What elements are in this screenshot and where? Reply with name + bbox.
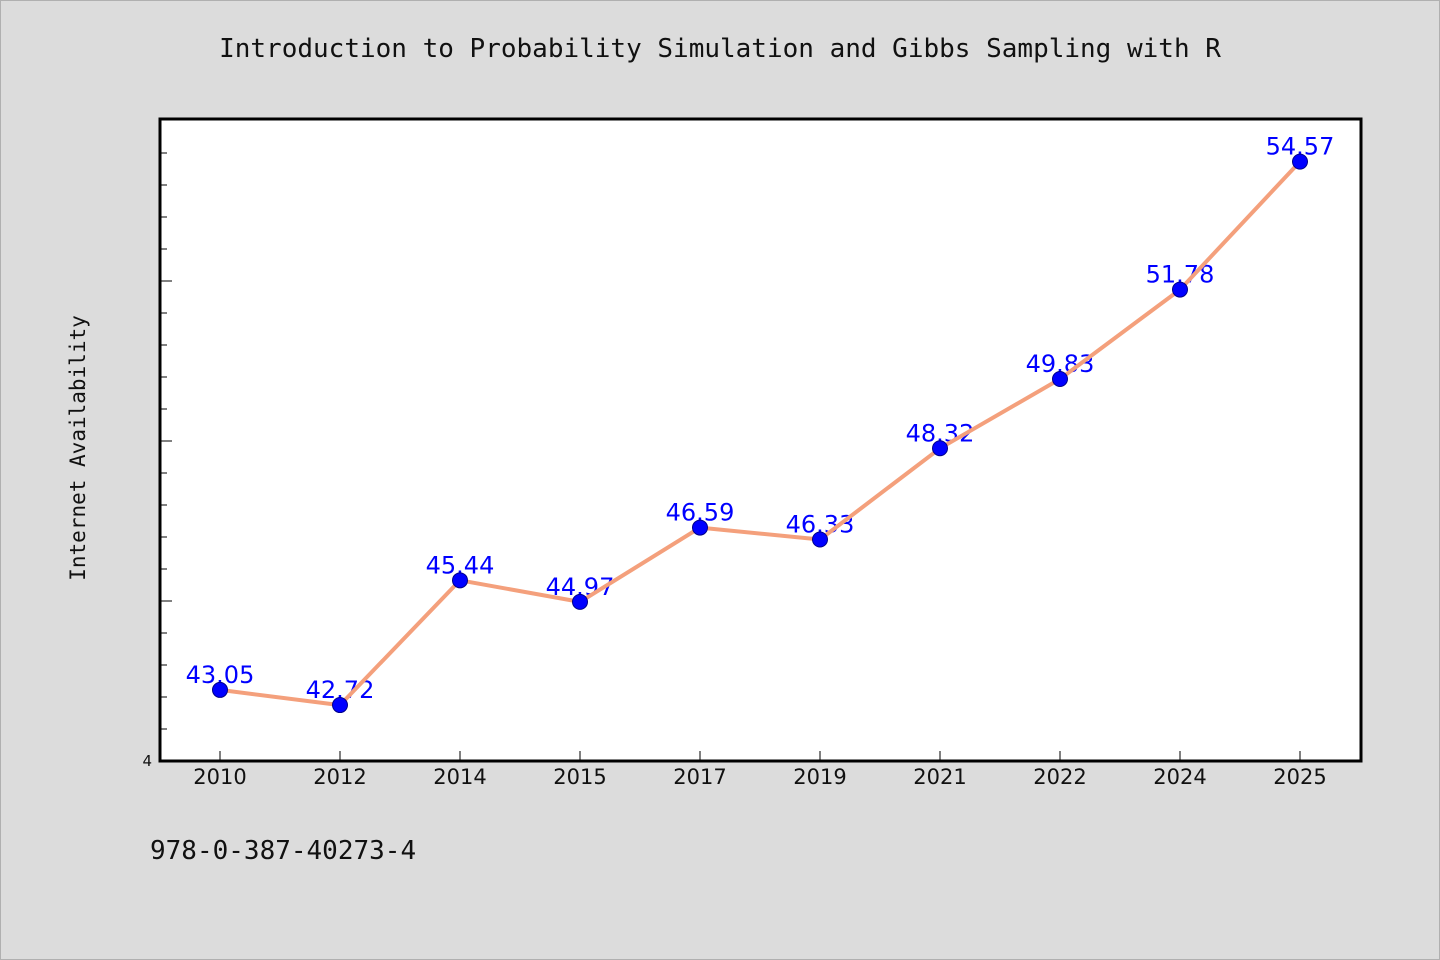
x-tick-label: 2022 [1033,765,1086,789]
series-line [219,160,1302,708]
x-tick-label: 2025 [1273,765,1326,789]
data-point [812,531,828,548]
chart-title: Introduction to Probability Simulation a… [219,34,1221,64]
data-point [212,681,228,698]
data-point [452,572,468,589]
x-tick-label: 2014 [433,765,486,789]
data-point [1292,153,1308,170]
x-tick-label: 2021 [913,765,966,789]
data-point [572,593,588,610]
data-point [1052,371,1068,388]
data-point [1172,281,1188,298]
data-point [332,697,348,714]
x-tick-labels: 2010 2012 2014 2015 2017 2019 2021 2022 2024 2025 [193,765,1326,789]
x-tick-label: 2012 [313,765,366,789]
y-tick-labels: 4 [142,752,152,770]
data-point [932,440,948,457]
x-tick-label: 2017 [673,765,726,789]
axis-ticks [160,152,1301,762]
isbn-text: 978-0-387-40273-4 [150,836,417,866]
x-tick-label: 2024 [1153,765,1206,789]
x-tick-label: 2019 [793,765,846,789]
series-layer [212,153,1308,714]
x-tick-label: 2015 [553,765,606,789]
y-tick-label: 4 [142,752,152,770]
plot-area [158,117,1363,763]
data-point [692,519,708,536]
x-tick-label: 2010 [193,765,246,789]
